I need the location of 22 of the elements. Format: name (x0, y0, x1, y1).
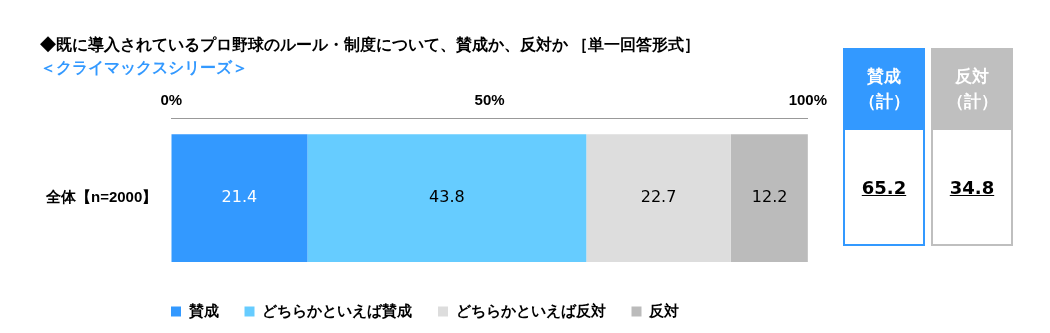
x-tick-label: 0% (160, 90, 183, 108)
data-label: 34.8 (931, 130, 1013, 246)
x-tick-label: 50% (474, 90, 505, 108)
bar (307, 134, 587, 263)
legend-label: どちらかといえば賛成 (262, 301, 412, 320)
data-label: 21.4 (221, 187, 258, 207)
category-label: 賛成（計） (843, 48, 925, 130)
bar (171, 134, 308, 263)
category-label: 反対（計） (931, 48, 1013, 130)
chart-subtitle: ＜クライマックスシリーズ＞ (40, 59, 248, 77)
bar (730, 134, 808, 263)
legend-label: 賛成 (187, 301, 219, 320)
legend-label: 反対 (648, 301, 679, 319)
data-label: 65.2 (843, 130, 925, 246)
chart-title: ◆既に導入されているプロ野球のルール・制度について、賛成か、反対か ［単一回答形式］ (40, 35, 701, 55)
data-label: 22.7 (640, 187, 677, 207)
data-label: 12.2 (751, 187, 788, 207)
x-tick-label: 100% (788, 90, 828, 108)
bar (586, 134, 731, 263)
data-label: 43.8 (429, 187, 465, 207)
y-tick-label: 全体【n=2000】 (44, 188, 158, 206)
legend-label: どちらかといえば反対 (455, 301, 606, 319)
